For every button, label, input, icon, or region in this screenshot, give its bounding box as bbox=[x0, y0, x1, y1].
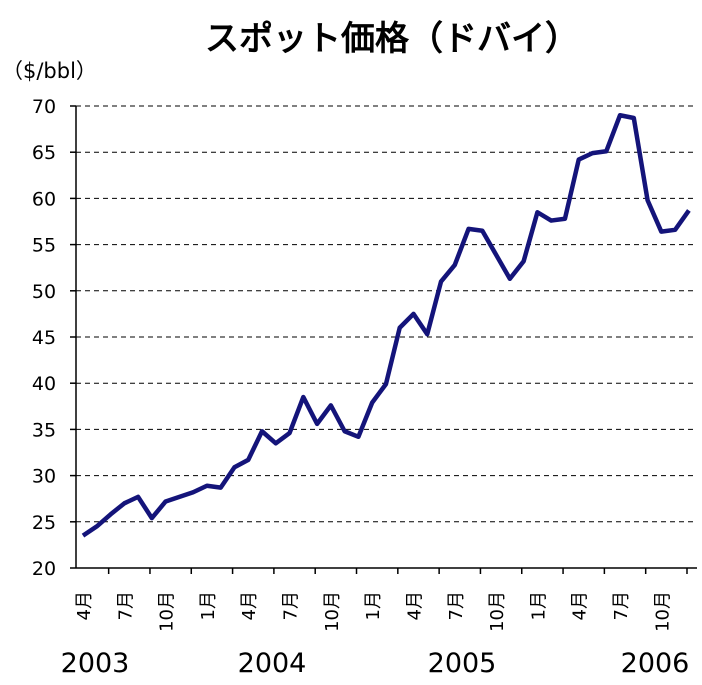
x-tick-label: 10月 bbox=[487, 591, 508, 632]
y-tick-label: 65 bbox=[32, 142, 56, 164]
x-tick-label: 7月 bbox=[446, 591, 467, 620]
y-tick-label: 55 bbox=[32, 235, 56, 257]
x-tick-label: 10月 bbox=[157, 591, 178, 632]
y-tick-label: 25 bbox=[32, 512, 56, 534]
x-tick-label: 10月 bbox=[652, 591, 673, 632]
y-tick-label: 35 bbox=[32, 419, 56, 441]
y-tick-label: 70 bbox=[32, 96, 56, 118]
y-tick-label: 40 bbox=[32, 373, 56, 395]
x-tick-label: 1月 bbox=[198, 591, 219, 620]
x-tick-label: 4月 bbox=[570, 591, 591, 620]
y-tick-label: 20 bbox=[32, 558, 56, 580]
y-tick-label: 45 bbox=[32, 327, 56, 349]
year-label: 2005 bbox=[428, 648, 497, 679]
x-tick-label: 7月 bbox=[281, 591, 302, 620]
x-tick-label: 1月 bbox=[363, 591, 384, 620]
y-tick-label: 60 bbox=[32, 188, 56, 210]
x-tick-label: 7月 bbox=[611, 591, 632, 620]
y-axis-label: （$/bbl） bbox=[2, 59, 97, 83]
x-tick-label: 10月 bbox=[322, 591, 343, 632]
x-tick-label: 1月 bbox=[528, 591, 549, 620]
data-line bbox=[81, 112, 691, 538]
year-label: 2006 bbox=[621, 648, 690, 679]
chart-title: スポット価格（ドバイ） bbox=[205, 19, 579, 59]
year-label: 2004 bbox=[238, 648, 307, 679]
x-tick-label: 4月 bbox=[404, 591, 425, 620]
x-tick-label: 4月 bbox=[239, 591, 260, 620]
x-tick-label: 7月 bbox=[115, 591, 136, 620]
y-tick-label: 30 bbox=[32, 466, 56, 488]
y-tick-label: 50 bbox=[32, 281, 56, 303]
year-label: 2003 bbox=[61, 648, 130, 679]
x-tick-label: 4月 bbox=[74, 591, 95, 620]
